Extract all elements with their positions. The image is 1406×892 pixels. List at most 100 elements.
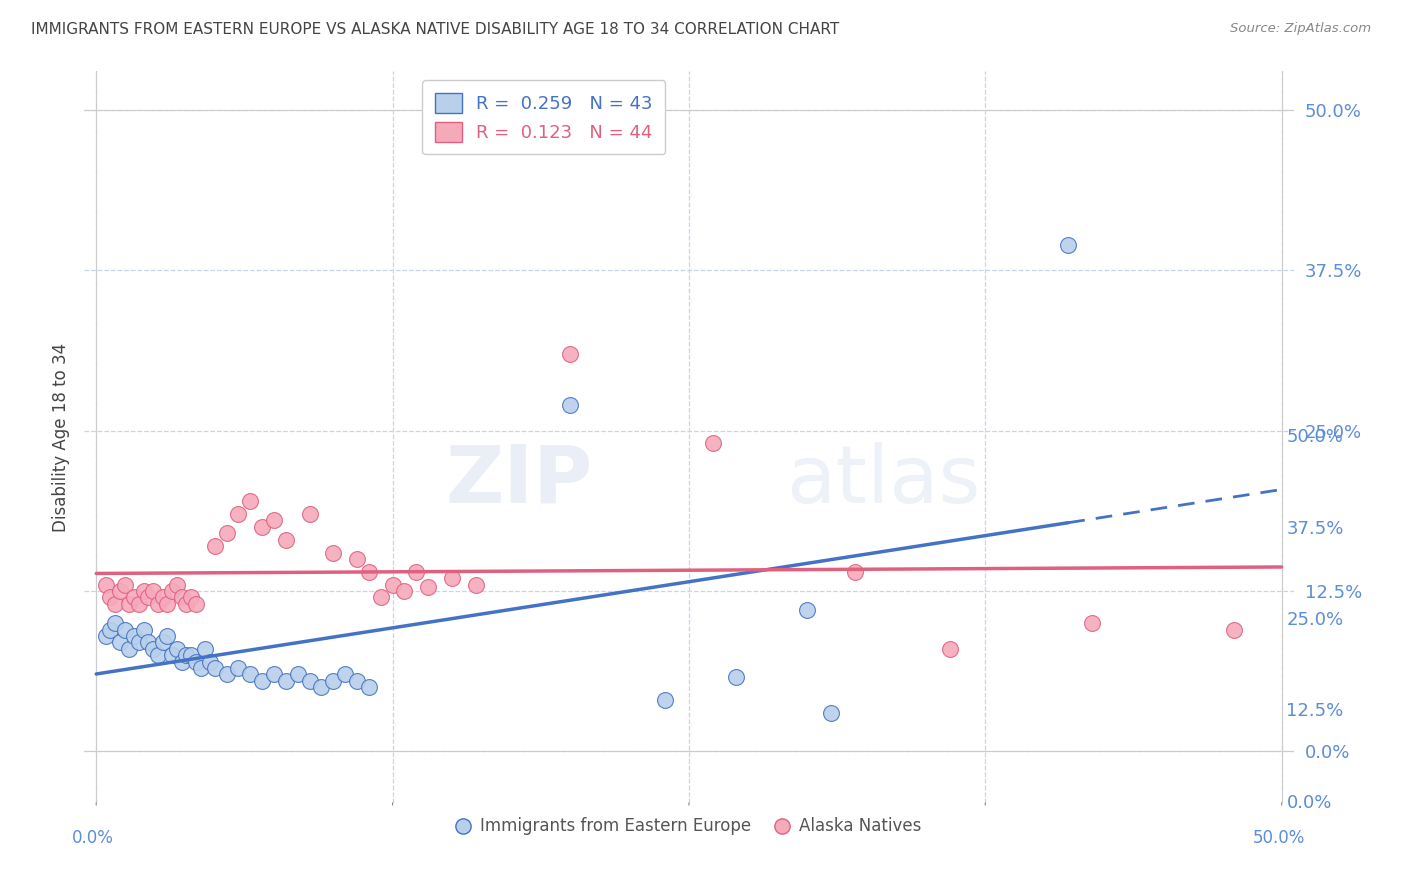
Point [170,591,193,605]
Point [263,667,285,681]
Point [138,591,160,605]
Point [108,584,131,599]
Point [138,635,160,649]
Point [357,565,380,579]
Point [176,648,198,663]
Point [263,514,285,528]
Point [156,597,179,611]
Point [146,648,169,663]
Point [228,661,250,675]
Point [311,681,333,695]
Point [94,577,117,591]
Text: IMMIGRANTS FROM EASTERN EUROPE VS ALASKA NATIVE DISABILITY AGE 18 TO 34 CORRELAT: IMMIGRANTS FROM EASTERN EUROPE VS ALASKA… [31,22,839,37]
Point [239,667,262,681]
Point [180,591,202,605]
Point [796,603,818,617]
Text: 37.5%: 37.5% [1286,519,1344,538]
Point [146,597,169,611]
Point [118,641,141,656]
Point [250,520,273,534]
Text: atlas: atlas [786,442,980,520]
Point [100,591,122,605]
Point [184,597,207,611]
Point [287,667,309,681]
Point [394,584,416,599]
Point [204,661,226,675]
Point [298,507,321,521]
Point [152,635,174,649]
Text: 50.0%: 50.0% [1253,829,1306,847]
Legend: Immigrants from Eastern Europe, Alaska Natives: Immigrants from Eastern Europe, Alaska N… [450,811,928,842]
Point [152,591,174,605]
Text: 12.5%: 12.5% [1286,702,1344,721]
Point [114,577,136,591]
Point [346,552,368,566]
Point [844,565,866,579]
Point [346,673,368,688]
Point [190,661,212,675]
Point [381,577,404,591]
Point [166,577,188,591]
Point [104,597,127,611]
Point [215,526,238,541]
Point [122,591,145,605]
Point [142,641,165,656]
Point [204,539,226,553]
Point [142,584,165,599]
Text: 25.0%: 25.0% [1286,611,1344,629]
Point [1081,616,1104,631]
Point [1057,237,1080,252]
Point [702,436,724,450]
Point [215,667,238,681]
Point [104,616,127,631]
Point [298,673,321,688]
Point [122,629,145,643]
Text: 50.0%: 50.0% [1286,428,1343,446]
Point [176,597,198,611]
Point [184,655,207,669]
Point [1223,623,1246,637]
Point [654,693,676,707]
Text: Source: ZipAtlas.com: Source: ZipAtlas.com [1230,22,1371,36]
Point [128,635,150,649]
Point [194,641,217,656]
Y-axis label: Disability Age 18 to 34: Disability Age 18 to 34 [52,343,70,532]
Point [166,641,188,656]
Point [274,673,297,688]
Point [132,623,155,637]
Text: ZIP: ZIP [444,442,592,520]
Point [440,571,463,585]
Point [239,494,262,508]
Point [100,623,122,637]
Point [820,706,842,720]
Text: 0.0%: 0.0% [1286,794,1331,812]
Point [228,507,250,521]
Point [128,597,150,611]
Point [322,673,344,688]
Point [357,681,380,695]
Point [725,670,748,684]
Point [250,673,273,688]
Point [114,623,136,637]
Point [560,346,582,360]
Point [118,597,141,611]
Point [274,533,297,547]
Point [132,584,155,599]
Point [170,655,193,669]
Point [405,565,427,579]
Point [464,577,486,591]
Point [156,629,179,643]
Point [322,545,344,559]
Point [370,591,392,605]
Point [560,398,582,412]
Text: 0.0%: 0.0% [72,829,114,847]
Point [94,629,117,643]
Point [160,584,183,599]
Point [198,655,221,669]
Point [418,580,440,594]
Point [938,641,960,656]
Point [160,648,183,663]
Point [180,648,202,663]
Point [333,667,356,681]
Point [108,635,131,649]
